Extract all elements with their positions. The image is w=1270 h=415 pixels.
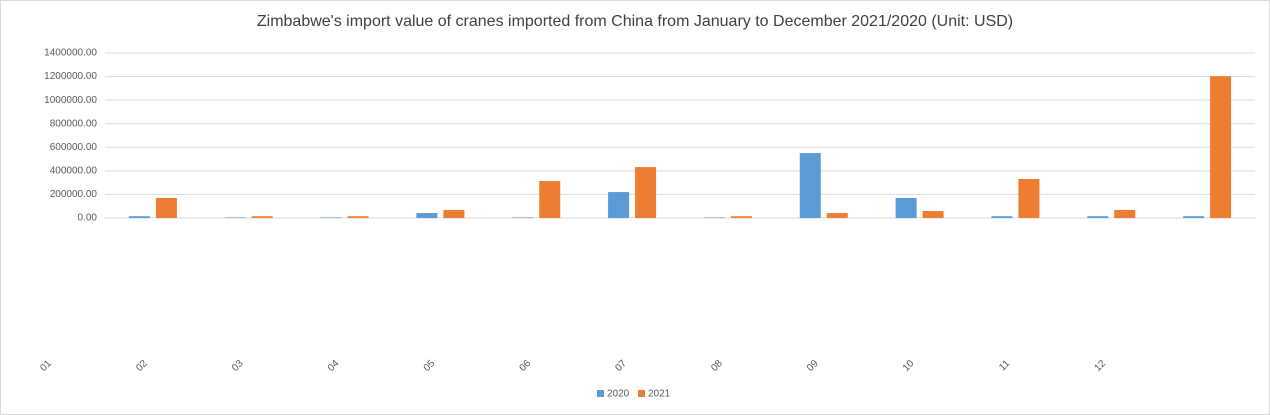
bar	[1210, 76, 1232, 218]
y-tick-label: 1200000.00	[44, 71, 97, 82]
y-tick-label: 800000.00	[50, 118, 98, 129]
legend-swatch	[597, 390, 604, 397]
bar	[320, 217, 342, 218]
y-tick-label: 0.00	[78, 213, 98, 224]
chart-title: Zimbabwe's import value of cranes import…	[257, 13, 1013, 30]
bar	[1018, 178, 1040, 218]
bar	[155, 197, 177, 218]
y-tick-label: 600000.00	[50, 142, 98, 153]
bar	[1087, 216, 1109, 218]
bar	[128, 216, 150, 218]
bar	[922, 211, 944, 218]
bar	[224, 217, 246, 218]
bar	[895, 197, 917, 218]
bar	[539, 180, 561, 218]
bar	[635, 167, 657, 218]
bar	[799, 153, 821, 218]
bar	[512, 217, 534, 218]
bar	[416, 213, 438, 218]
bar	[991, 216, 1013, 218]
legend-label: 2020	[607, 389, 630, 400]
y-tick-label: 1000000.00	[44, 95, 97, 106]
bar	[347, 216, 369, 218]
bar	[608, 192, 630, 218]
bar	[730, 216, 752, 218]
bar	[1183, 216, 1205, 218]
y-tick-label: 1400000.00	[44, 48, 97, 59]
bar	[703, 217, 725, 218]
legend-swatch	[638, 390, 645, 397]
legend-label: 2021	[648, 389, 671, 400]
bar	[1114, 209, 1136, 218]
bar	[826, 213, 848, 218]
y-tick-label: 200000.00	[50, 189, 98, 200]
bar	[443, 209, 465, 218]
y-tick-label: 400000.00	[50, 165, 98, 176]
bar	[251, 216, 273, 218]
